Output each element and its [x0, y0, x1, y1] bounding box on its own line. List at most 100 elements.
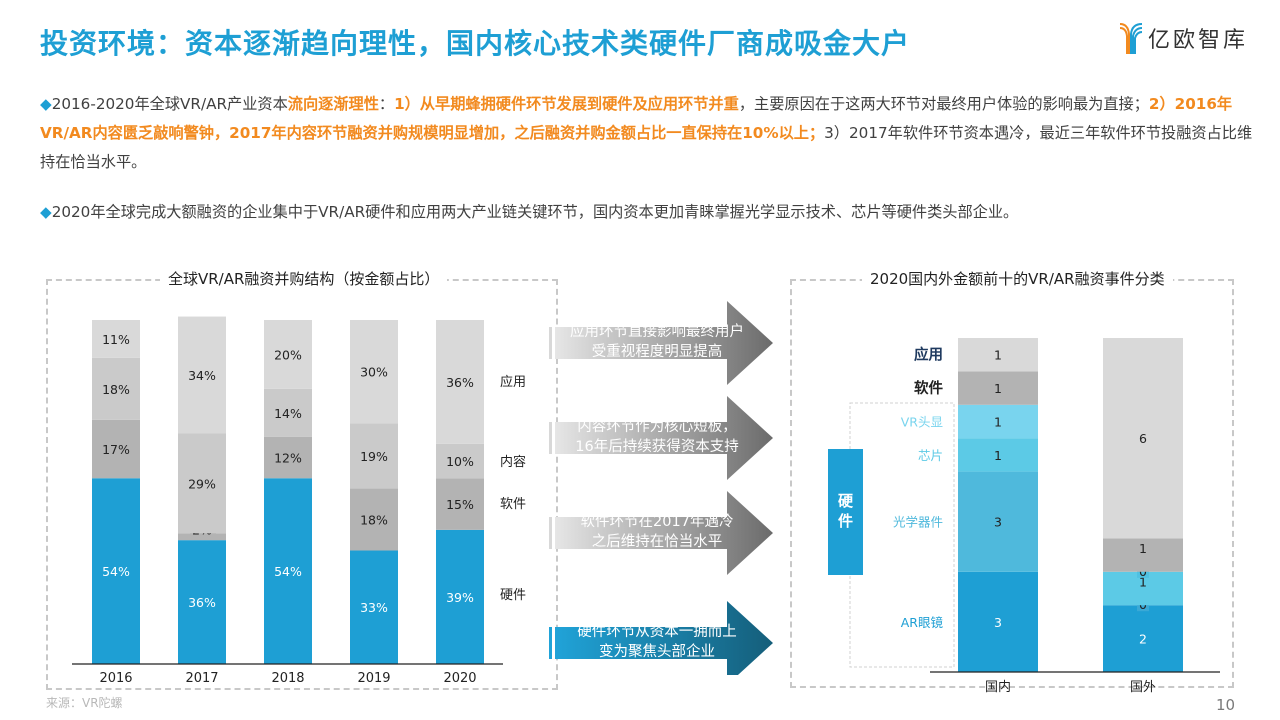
data-label: 1	[994, 415, 1002, 430]
bar-segment-应用	[264, 320, 312, 389]
body-text: ：	[378, 95, 395, 113]
bar-segment-硬件	[92, 478, 140, 664]
body-text: 2016-2020年全球VR/AR产业资本	[51, 95, 288, 113]
body-text: 3）2017年软件环节资本遇冷，最近三年软件环节投融资占比维持在恰当水平。	[40, 124, 1253, 171]
category-label: 芯片	[918, 448, 943, 463]
arrow-shape	[555, 301, 773, 385]
data-label: 30%	[360, 365, 388, 380]
x-tick-label: 2017	[185, 671, 218, 686]
body-text: 2020年全球完成大额融资的企业集中于VR/AR硬件和应用两大产业链关键环节，国…	[51, 203, 1019, 221]
arrow-column	[549, 301, 773, 675]
data-label: 14%	[274, 406, 302, 421]
arrow-caption-line-1: 内容环节作为核心短板，	[577, 419, 737, 435]
bar-segment-应用	[958, 338, 1038, 372]
legend-label: 硬件	[500, 588, 526, 603]
hardware-tag-label: 件	[838, 512, 853, 530]
data-label: 36%	[446, 375, 474, 390]
arrow-caption-line-2: 受重视程度明显提高	[591, 344, 723, 360]
data-label: 19%	[360, 449, 388, 464]
bar-segment-软件	[1103, 538, 1183, 572]
bar-segment-硬件	[436, 529, 484, 664]
arrow-caption-line-1: 硬件环节从资本一拥而上	[577, 624, 737, 640]
logo-mark-icon	[1119, 23, 1143, 54]
left-chart-title: 全球VR/AR融资并购结构（按金额占比）	[160, 268, 448, 289]
bar-segment-硬件	[178, 540, 226, 664]
bar-segment-软件	[436, 478, 484, 530]
category-label: 软件	[914, 379, 943, 397]
data-label: 20%	[274, 347, 302, 362]
bar-segment-应用	[436, 320, 484, 444]
arrow-shape	[555, 601, 773, 675]
highlight-text: 2）2016年VR/AR内容匮乏敲响警钟，2017年内容环节融资并购规模明显增加…	[40, 95, 1233, 142]
data-label: 18%	[102, 382, 130, 397]
category-label: AR眼镜	[901, 615, 944, 630]
data-label: 3	[994, 515, 1002, 530]
data-label: 33%	[360, 600, 388, 615]
data-label: 2	[1139, 632, 1147, 647]
source-note: 来源：VR陀螺	[46, 696, 123, 710]
logo-text: 亿欧智库	[1148, 28, 1249, 53]
x-tick-label: 2019	[357, 671, 390, 686]
hardware-tag-label: 硬	[838, 492, 854, 510]
bar-segment-AR眼镜	[958, 571, 1038, 672]
bar-segment-软件	[264, 436, 312, 479]
data-label: 17%	[102, 442, 130, 457]
arrow-tail-mark	[549, 327, 552, 359]
data-label: 12%	[274, 451, 302, 466]
bar-segment-内容	[350, 423, 398, 489]
arrow-caption-line-2: 之后维持在恰当水平	[591, 534, 723, 550]
legend-label: 应用	[500, 374, 526, 390]
bar-segment-光学器件	[958, 471, 1038, 572]
page-number: 10	[1216, 696, 1236, 714]
arrow-caption: 内容环节作为核心短板， 16年后持续获得资本支持	[552, 417, 762, 457]
hardware-tag	[828, 449, 863, 575]
bar-segment-内容	[436, 443, 484, 479]
data-label: 10%	[446, 454, 474, 469]
data-label: 54%	[102, 564, 130, 579]
summary-paragraph-1: ◆2016-2020年全球VR/AR产业资本流向逐渐理性：1）从早期蜂拥硬件环节…	[40, 90, 1255, 177]
bar-segment-应用	[1103, 338, 1183, 539]
category-label: 光学器件	[893, 515, 943, 530]
data-label: 1	[994, 348, 1002, 363]
data-label: 1	[1139, 541, 1147, 556]
bar-segment-应用	[350, 320, 398, 424]
arrow-caption: 硬件环节从资本一拥而上 变为聚焦头部企业	[552, 622, 762, 662]
page-title: 投资环境：资本逐渐趋向理性，国内核心技术类硬件厂商成吸金大户	[40, 27, 911, 60]
data-label: 36%	[188, 595, 216, 610]
data-label: 1	[1139, 575, 1147, 590]
right-chart-title: 2020国内外金额前十的VR/AR融资事件分类	[862, 268, 1173, 289]
data-label: 39%	[446, 590, 474, 605]
body-text: ，主要原因在于这两大环节对最终用户体验的影响最为直接；	[738, 95, 1149, 113]
summary-paragraph-2: ◆2020年全球完成大额融资的企业集中于VR/AR硬件和应用两大产业链关键环节，…	[40, 198, 1255, 227]
bar-segment-硬件	[350, 550, 398, 664]
hardware-group-box	[849, 402, 955, 668]
data-label: 1	[994, 448, 1002, 463]
data-label: 18%	[360, 513, 388, 528]
category-label: VR头显	[901, 415, 943, 430]
data-label: 54%	[274, 564, 302, 579]
data-label: 29%	[188, 476, 216, 491]
top10-funding-category-chart: 硬件331111国内201016国外AR眼镜光学器件芯片VR头显软件应用	[828, 338, 1220, 695]
arrow-tail-mark	[549, 422, 552, 454]
arrow-caption-line-2: 变为聚焦头部企业	[599, 644, 715, 660]
data-label: 3	[994, 615, 1002, 630]
data-label: 34%	[188, 368, 216, 383]
legend-label: 内容	[500, 454, 526, 470]
data-label: 1	[994, 381, 1002, 396]
arrow-tail-mark	[549, 627, 552, 659]
arrow-shape	[555, 491, 773, 575]
bar-segment-AR眼镜	[1103, 605, 1183, 672]
x-tick-label: 2018	[271, 671, 304, 686]
bar-segment-内容	[264, 388, 312, 437]
legend-label: 软件	[500, 497, 526, 512]
arrow-caption-line-1: 软件环节在2017年遇冷	[580, 514, 734, 530]
bar-segment-软件	[958, 371, 1038, 405]
bar-segment-应用	[178, 316, 226, 434]
diamond-bullet-icon: ◆	[40, 203, 52, 221]
bar-segment-软件	[92, 419, 140, 479]
x-tick-label: 2016	[99, 671, 132, 686]
highlight-text: 1）从早期蜂拥硬件环节发展到硬件及应用环节并重	[394, 95, 739, 113]
arrow-shape	[555, 396, 773, 480]
bar-segment-硬件	[264, 478, 312, 664]
x-tick-label: 国内	[985, 679, 1011, 695]
